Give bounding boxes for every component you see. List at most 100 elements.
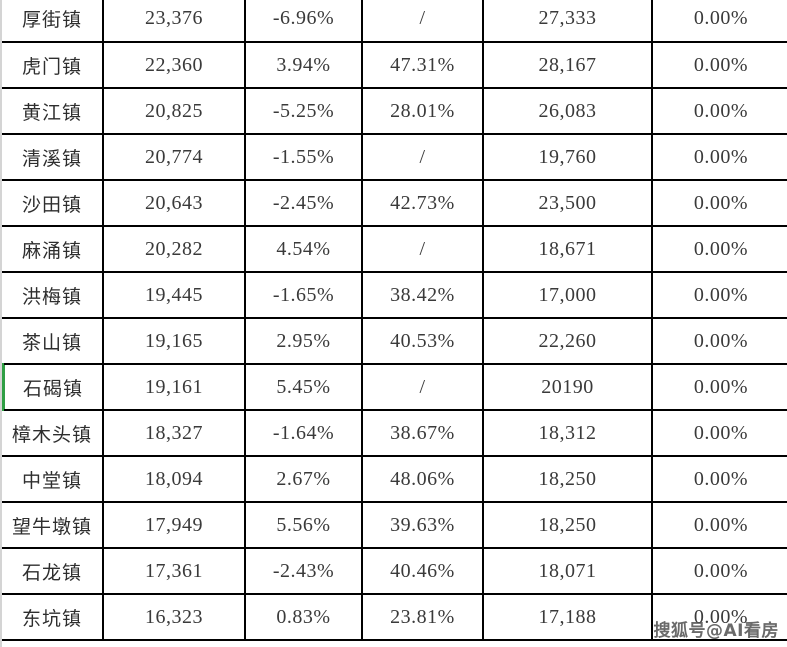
cell-price[interactable]: 20,643	[103, 180, 246, 227]
cell-mom-change[interactable]: 2.67%	[245, 456, 363, 503]
cell-mom-change[interactable]: -5.25%	[245, 88, 363, 135]
cell-mom-change[interactable]: 0.83%	[245, 594, 363, 641]
cell-rate2[interactable]: /	[362, 134, 484, 181]
cell-mom-change[interactable]: 3.94%	[245, 42, 363, 89]
cell-price[interactable]: 20,825	[103, 88, 246, 135]
table-row[interactable]: 虎门镇 22,360 3.94% 47.31% 28,167 0.00%	[2, 42, 787, 89]
table-row[interactable]: 茶山镇 19,165 2.95% 40.53% 22,260 0.00%	[2, 318, 787, 365]
cell-price[interactable]: 19,165	[103, 318, 246, 365]
cell-zero-rate[interactable]: 0.00%	[652, 318, 787, 365]
cell-town[interactable]: 沙田镇	[2, 180, 104, 227]
cell-price[interactable]: 19,161	[103, 364, 246, 411]
cell-zero-rate[interactable]: 0.00%	[652, 502, 787, 549]
cell-reference[interactable]: 17,000	[483, 272, 653, 319]
cell-town[interactable]: 厚街镇	[2, 0, 104, 43]
cell-reference[interactable]: 18,671	[483, 226, 653, 273]
cell-rate2[interactable]: 23.81%	[362, 594, 484, 641]
cell-rate2[interactable]: 48.06%	[362, 456, 484, 503]
cell-mom-change[interactable]: 2.95%	[245, 318, 363, 365]
cell-price[interactable]: 18,094	[103, 456, 246, 503]
cell-price[interactable]: 17,949	[103, 502, 246, 549]
cell-town[interactable]: 东坑镇	[2, 594, 104, 641]
cell-mom-change[interactable]: -1.65%	[245, 272, 363, 319]
cell-town[interactable]: 石龙镇	[2, 548, 104, 595]
cell-mom-change[interactable]: -2.43%	[245, 548, 363, 595]
cell-reference[interactable]: 17,188	[483, 594, 653, 641]
cell-zero-rate[interactable]: 0.00%	[652, 364, 787, 411]
cell-zero-rate[interactable]: 0.00%	[652, 226, 787, 273]
cell-mom-change[interactable]: -1.55%	[245, 134, 363, 181]
table-row[interactable]: 中堂镇 18,094 2.67% 48.06% 18,250 0.00%	[2, 456, 787, 503]
table-row[interactable]: 石碣镇 19,161 5.45%/20190 0.00%	[0, 364, 787, 411]
cell-price[interactable]: 17,361	[103, 548, 246, 595]
cell-reference[interactable]: 26,083	[483, 88, 653, 135]
cell-zero-rate[interactable]: 0.00%	[652, 88, 787, 135]
cell-zero-rate[interactable]: 0.00%	[652, 180, 787, 227]
cell-price[interactable]: 23,376	[103, 0, 246, 43]
cell-town[interactable]: 中堂镇	[2, 456, 104, 503]
cell-town[interactable]: 麻涌镇	[2, 226, 104, 273]
cell-town[interactable]: 樟木头镇	[2, 410, 104, 457]
cell-town[interactable]: 虎门镇	[2, 42, 104, 89]
cell-town[interactable]: 茶山镇	[2, 318, 104, 365]
table-row[interactable]: 樟木头镇 18,327 -1.64% 38.67% 18,312 0.00%	[2, 410, 787, 457]
cell-reference[interactable]: 22,260	[483, 318, 653, 365]
cell-mom-change[interactable]: -1.64%	[245, 410, 363, 457]
cell-town[interactable]: 清溪镇	[2, 134, 104, 181]
cell-reference[interactable]: 19,760	[483, 134, 653, 181]
cell-zero-rate[interactable]: 0.00%	[652, 456, 787, 503]
cell-town[interactable]: 黄江镇	[2, 88, 104, 135]
cell-rate2[interactable]: 47.31%	[362, 42, 484, 89]
cell-price[interactable]: 20,282	[103, 226, 246, 273]
table-row[interactable]: 洪梅镇 19,445 -1.65% 38.42% 17,000 0.00%	[2, 272, 787, 319]
cell-reference[interactable]: 18,312	[483, 410, 653, 457]
cell-rate2[interactable]: /	[362, 364, 484, 411]
cell-rate2[interactable]: /	[362, 226, 484, 273]
cell-rate2[interactable]: 42.73%	[362, 180, 484, 227]
cell-zero-rate[interactable]: 0.00%	[652, 272, 787, 319]
cell-reference[interactable]: 27,333	[483, 0, 653, 43]
cell-reference[interactable]: 23,500	[483, 180, 653, 227]
table-row[interactable]: 望牛墩镇 17,949 5.56% 39.63% 18,250 0.00%	[2, 502, 787, 549]
table-row[interactable]: 厚街镇 23,376 -6.96%/27,333 0.00%	[2, 0, 787, 43]
cell-rate2[interactable]: 39.63%	[362, 502, 484, 549]
cell-price[interactable]: 18,327	[103, 410, 246, 457]
cell-price[interactable]: 20,774	[103, 134, 246, 181]
cell-mom-change[interactable]: 5.56%	[245, 502, 363, 549]
cell-price[interactable]: 16,323	[103, 594, 246, 641]
table-row[interactable]: 麻涌镇 20,282 4.54%/18,671 0.00%	[2, 226, 787, 273]
cell-town[interactable]: 洪梅镇	[2, 272, 104, 319]
table-row[interactable]: 石龙镇 17,361 -2.43% 40.46% 18,071 0.00%	[2, 548, 787, 595]
cell-rate2[interactable]: 38.67%	[362, 410, 484, 457]
cell-price[interactable]: 19,445	[103, 272, 246, 319]
cell-reference[interactable]: 18,071	[483, 548, 653, 595]
cell-zero-rate[interactable]: 0.00%	[652, 42, 787, 89]
cell-reference[interactable]: 20190	[483, 364, 653, 411]
cell-mom-change[interactable]: -6.96%	[245, 0, 363, 43]
cell-zero-rate[interactable]: 0.00%	[652, 410, 787, 457]
cell-rate2[interactable]: 40.53%	[362, 318, 484, 365]
cell-price[interactable]: 22,360	[103, 42, 246, 89]
cell-rate2[interactable]: /	[362, 0, 484, 43]
cell-zero-rate[interactable]: 0.00%	[652, 548, 787, 595]
cell-town[interactable]: 望牛墩镇	[2, 502, 104, 549]
table-row[interactable]: 清溪镇 20,774 -1.55%/19,760 0.00%	[2, 134, 787, 181]
cell-reference[interactable]: 18,250	[483, 456, 653, 503]
cell-mom-change[interactable]: -2.45%	[245, 180, 363, 227]
cell-mom-change[interactable]: 5.45%	[245, 364, 363, 411]
cell-mom-change[interactable]: 4.54%	[245, 226, 363, 273]
cell-zero-rate[interactable]: 0.00%	[652, 594, 787, 641]
cell-rate2[interactable]: 28.01%	[362, 88, 484, 135]
cell-reference[interactable]: 28,167	[483, 42, 653, 89]
cell-zero-rate[interactable]: 0.00%	[652, 134, 787, 181]
cell-rate2[interactable]: 38.42%	[362, 272, 484, 319]
cell-town[interactable]: 石碣镇	[0, 364, 104, 411]
table-row[interactable]: 沙田镇 20,643 -2.45% 42.73% 23,500 0.00%	[2, 180, 787, 227]
table-row[interactable]: 黄江镇 20,825 -5.25% 28.01% 26,083 0.00%	[2, 88, 787, 135]
cell-rate2[interactable]: 40.46%	[362, 548, 484, 595]
cell-reference[interactable]: 18,250	[483, 502, 653, 549]
table-row[interactable]: 东坑镇 16,323 0.83% 23.81% 17,188 0.00%	[2, 594, 787, 641]
cell-zero-rate[interactable]: 0.00%	[652, 0, 787, 43]
